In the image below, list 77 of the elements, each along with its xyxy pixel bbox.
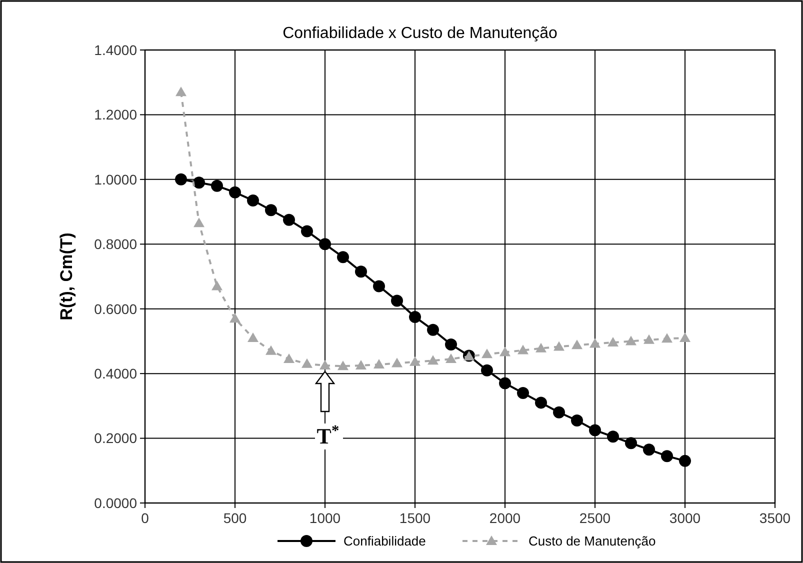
point [301,225,313,238]
point [607,430,619,443]
point [680,332,690,342]
point [500,346,510,356]
point [337,251,349,264]
point [625,437,637,450]
point [374,359,384,369]
point [518,344,528,354]
x-tick-label: 2500 [579,510,611,526]
point [392,358,402,368]
x-tick-label: 0 [141,510,150,526]
y-tick-label: 0.0000 [94,494,138,511]
point [589,424,601,436]
y-tick-label: 0.8000 [94,236,138,252]
y-tick-label: 1.2000 [94,106,138,123]
y-tick-label: 1.0000 [94,171,138,188]
point [481,364,493,376]
x-tick-label: 1500 [399,510,431,526]
point [536,342,546,352]
point [212,280,222,290]
point [320,360,330,370]
point [499,377,511,390]
y-axis-title: R(t), Cm(T) [57,232,76,320]
point [661,450,673,462]
point [445,338,457,350]
point [355,266,367,278]
point [517,386,529,399]
point [626,336,636,346]
point [284,354,294,364]
point [554,341,564,351]
x-tick-label: 3000 [669,510,701,526]
y-tick-label: 0.2000 [94,430,138,446]
point [643,444,655,456]
point [662,333,672,343]
point [482,348,492,358]
point [230,313,240,323]
point [356,360,366,370]
point [211,180,223,192]
point [338,360,348,370]
x-tick-label: 3500 [759,510,791,526]
annotation: T$^{*}$ [316,422,340,448]
y-tick-label: 1.4000 [94,42,138,58]
point [247,194,259,206]
point [302,358,312,368]
point [319,238,331,250]
point [590,338,600,348]
point [428,355,438,365]
point [410,356,420,366]
point [193,176,205,189]
point [572,340,582,350]
point [427,324,439,336]
point [391,294,403,307]
point [283,214,295,226]
legend-label: Custo de Manutenção [528,534,656,549]
point [608,337,618,347]
point [446,354,456,364]
x-tick-label: 1000 [309,510,341,526]
point [266,345,276,355]
point [679,454,691,467]
legend-label: Confiabilidade [344,534,426,549]
y-tick-label: 0.6000 [94,300,138,317]
point [265,204,277,216]
point [229,186,241,198]
x-tick-label: 500 [223,510,247,526]
point [194,218,204,228]
point [644,334,654,344]
point [409,310,421,323]
point [248,332,258,342]
point [175,173,187,186]
x-tick-label: 2000 [489,510,521,526]
y-tick-label: 0.4000 [94,365,138,382]
point [373,280,385,292]
point [571,414,583,426]
chart-title: Confiabilidade x Custo de Manutenção [282,25,558,42]
point [176,86,186,96]
point [553,406,565,418]
point [535,396,547,409]
